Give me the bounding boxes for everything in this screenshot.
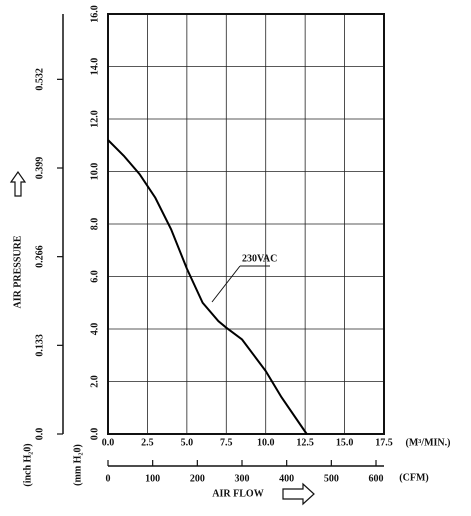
x-tick-label: 5.0 <box>181 437 194 448</box>
right-arrow <box>282 482 315 506</box>
y2-tick-label: 0.133 <box>34 334 45 357</box>
y-tick-label: 0.0 <box>89 428 100 441</box>
y-tick-label: 2.0 <box>89 375 100 388</box>
x2-tick-label: 400 <box>279 473 294 484</box>
x2-tick-label: 0 <box>106 473 111 484</box>
x-tick-label: 7.5 <box>220 437 233 448</box>
y2-tick-label: 0.399 <box>34 157 45 180</box>
x-tick-label: 17.5 <box>375 437 393 448</box>
x2-tick-label: 300 <box>235 473 250 484</box>
y2-tick-label: 0.532 <box>34 68 45 91</box>
curve <box>107 139 308 435</box>
y-axis-title: AIR PRESSURE <box>12 235 23 308</box>
x2-tick-label: 200 <box>190 473 205 484</box>
x-tick-label: 0.0 <box>102 437 115 448</box>
y-tick-label: 12.0 <box>89 110 100 128</box>
x2-unit: (CFM) <box>399 472 428 483</box>
x2-tick-label: 100 <box>145 473 160 484</box>
y-tick-label: 16.0 <box>89 5 100 23</box>
y2-tick-label: 0.266 <box>34 245 45 268</box>
x2-tick-label: 500 <box>324 473 339 484</box>
y-tick-label: 4.0 <box>89 323 100 336</box>
x-tick-label: 15.0 <box>336 437 354 448</box>
plot-frame <box>107 13 385 435</box>
y-tick-label: 6.0 <box>89 270 100 283</box>
x-tick-label: 2.5 <box>141 437 154 448</box>
annotation-leader <box>211 265 241 303</box>
x2-tick-label: 600 <box>369 473 384 484</box>
y2-tick-label: 0.0 <box>34 428 45 441</box>
x-unit: (M³/MIN.) <box>406 437 451 448</box>
y2-unit: (inch H₂0) <box>22 443 33 486</box>
up-arrow <box>9 170 27 197</box>
x-tick-label: 12.5 <box>296 437 314 448</box>
y-tick-label: 14.0 <box>89 58 100 76</box>
y-unit: (mm H₂0) <box>72 444 83 486</box>
y-tick-label: 10.0 <box>89 163 100 181</box>
y-tick-label: 8.0 <box>89 218 100 231</box>
x2-axis-title: AIR FLOW <box>212 488 263 499</box>
series-annotation: 230VAC <box>242 253 277 264</box>
x-tick-label: 10.0 <box>257 437 275 448</box>
